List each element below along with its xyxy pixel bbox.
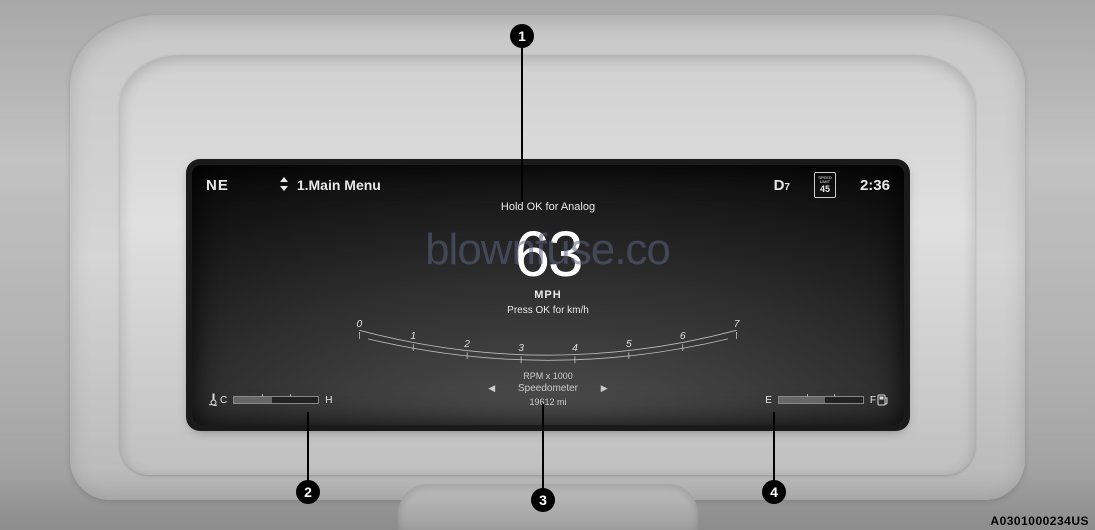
speed-limit-caption: SPEED LIMIT (815, 176, 835, 184)
tach-label-5: 5 (626, 339, 632, 350)
callout-2-leader (307, 412, 309, 482)
press-ok-hint: Press OK for km/h (192, 305, 904, 316)
temp-low-label: C (220, 395, 227, 406)
left-arrow-icon: ◀ (488, 383, 495, 393)
tach-label-6: 6 (680, 331, 686, 342)
fuel-gauge: E F (765, 393, 890, 407)
callout-1: 1 (510, 24, 534, 48)
tach-label-2: 2 (463, 339, 470, 350)
menu-title: 1.Main Menu (297, 177, 381, 193)
gear-indicator: D7 (774, 177, 790, 194)
clock: 2:36 (860, 177, 890, 194)
callout-3: 3 (531, 488, 555, 512)
rpm-caption: RPM x 1000 (192, 371, 904, 381)
submenu-label: Speedometer (518, 383, 578, 394)
gear-letter: D (774, 177, 785, 194)
coolant-temp-gauge: C H (206, 393, 332, 407)
fuel-pump-icon (876, 393, 890, 407)
tach-label-3: 3 (518, 343, 524, 354)
speed-unit: MPH (192, 289, 904, 301)
instrument-cluster-screen: NE 1.Main Menu D7 SPEED LIMIT 45 2:36 Ho… (192, 165, 904, 425)
hold-ok-hint: Hold OK for Analog (192, 201, 904, 213)
callout-3-leader (542, 404, 544, 490)
temp-high-label: H (325, 395, 332, 406)
tach-label-1: 1 (410, 331, 416, 342)
callout-2: 2 (296, 480, 320, 504)
menu-indicator: 1.Main Menu (279, 177, 381, 194)
fuel-low-label: E (765, 395, 772, 406)
image-id-label: A0301000234US (990, 514, 1089, 528)
cluster-top-bar: NE 1.Main Menu D7 SPEED LIMIT 45 2:36 (192, 171, 904, 199)
thermometer-icon (206, 393, 220, 407)
temp-bar (233, 396, 319, 404)
right-arrow-icon: ▶ (601, 383, 608, 393)
tach-label-0: 0 (357, 319, 363, 330)
updown-arrows-icon (279, 177, 289, 194)
speed-limit-value: 45 (820, 185, 830, 194)
fuel-bar (778, 396, 864, 404)
callout-1-leader (521, 48, 523, 202)
speed-limit-sign: SPEED LIMIT 45 (814, 172, 836, 198)
tach-label-7: 7 (734, 319, 741, 330)
callout-4-leader (773, 412, 775, 482)
tach-label-4: 4 (572, 343, 578, 354)
gear-number: 7 (784, 182, 790, 193)
callout-4: 4 (762, 480, 786, 504)
speed-value: 63 (192, 217, 904, 291)
compass-heading: NE (206, 177, 229, 194)
